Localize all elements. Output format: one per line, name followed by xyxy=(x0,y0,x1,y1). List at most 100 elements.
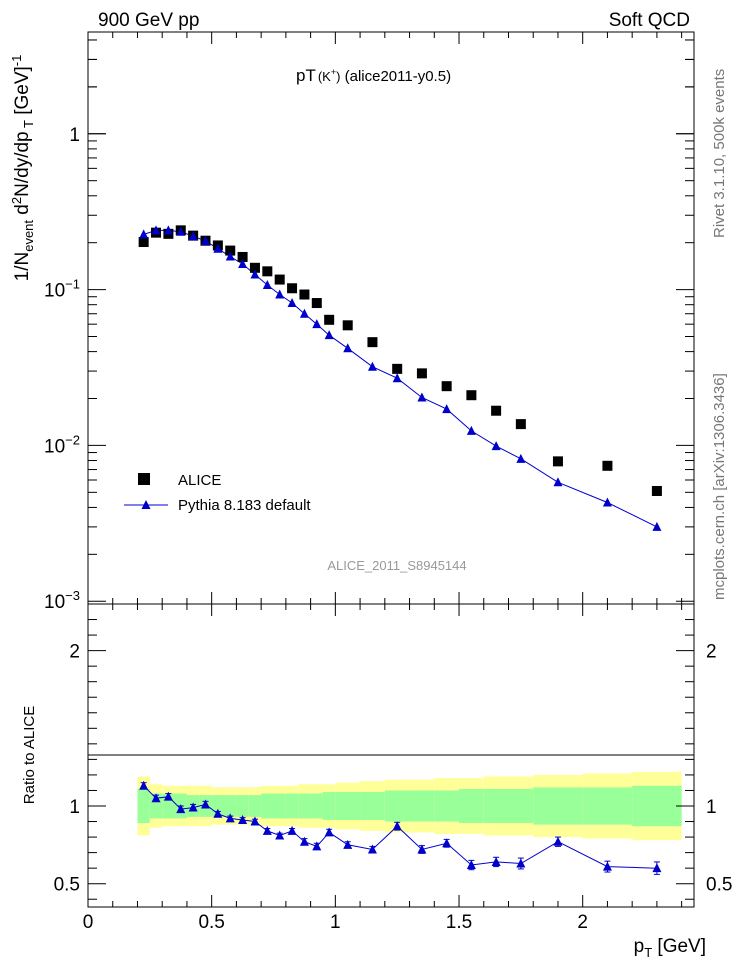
main-y-tick-label: 10−1 xyxy=(44,277,80,302)
alice-point xyxy=(515,419,526,430)
ratio-pythia-point xyxy=(466,860,476,870)
chart-title-tail: (alice2011-y0.5) xyxy=(340,68,451,85)
main-ticks xyxy=(87,32,694,907)
header-left: 900 GeV pp xyxy=(98,10,199,31)
ratio-y-tick-label-left: 0.5 xyxy=(54,875,80,896)
ratio-pythia-point xyxy=(262,825,272,835)
pythia-point xyxy=(176,226,186,236)
alice-point xyxy=(262,266,273,277)
ratio-band-inner xyxy=(248,795,262,817)
ratio-band-inner xyxy=(384,790,410,822)
ratio-tick-labels: 0.5 0.51 12 20 0.5 1 1.5 2 xyxy=(54,642,733,933)
pythia-point xyxy=(417,392,427,402)
pythia-point xyxy=(299,308,309,318)
pythia-point xyxy=(491,441,501,451)
pythia-point xyxy=(392,373,402,383)
ratio-pythia-point xyxy=(200,799,210,809)
alice-point xyxy=(237,251,248,262)
ratio-y-tick-label-right: 1 xyxy=(706,797,717,818)
ratio-pythia-point xyxy=(417,844,427,854)
alice-point xyxy=(249,262,260,273)
ratio-pythia-point xyxy=(287,825,297,835)
ratio-band-inner xyxy=(632,785,682,827)
ratio-ticks xyxy=(88,619,694,900)
pythia-point xyxy=(163,225,173,235)
alice-point xyxy=(324,314,335,325)
pythia-point xyxy=(343,343,353,353)
chart-title-sup-plus: + xyxy=(331,67,336,77)
pythia-point xyxy=(262,280,272,290)
pythia-point xyxy=(238,258,248,268)
pythia-point xyxy=(200,236,210,246)
pythia-point xyxy=(367,361,377,371)
pythia-point xyxy=(287,298,297,308)
x-tick-label: 2 xyxy=(577,912,588,933)
ratio-pythia-point xyxy=(238,814,248,824)
pythia-point xyxy=(553,477,563,487)
ratio-band-inner xyxy=(261,793,274,819)
ratio-pythia-point xyxy=(176,804,186,814)
ratio-pythia-point xyxy=(299,836,309,846)
pythia-point xyxy=(213,243,223,253)
ratio-band-inner xyxy=(483,788,509,824)
main-y-tick-label: 1 xyxy=(69,125,80,146)
pythia-point xyxy=(312,319,322,329)
alice-point xyxy=(392,363,403,374)
ratio-band-inner xyxy=(285,793,299,819)
alice-point xyxy=(138,237,149,248)
analysis-label: ALICE_2011_S8945144 xyxy=(327,558,466,573)
ratio-pythia-point xyxy=(151,793,161,803)
ratio-y-tick-label-left: 2 xyxy=(69,642,80,663)
alice-point xyxy=(274,274,285,285)
header-right: Soft QCD xyxy=(609,10,690,31)
chart-title: pT (K+) (alice2011-y0.5) xyxy=(296,66,451,85)
mcplots-side-label: mcplots.cern.ch [arXiv:1306.3436] xyxy=(711,373,728,600)
ratio-band-inner xyxy=(582,787,633,825)
legend-alice-label: ALICE xyxy=(178,472,221,489)
legend-pythia-label: Pythia 8.183 default xyxy=(178,497,311,514)
rivet-side-label: Rivet 3.1.10, 500k events xyxy=(711,69,728,238)
alice-point xyxy=(416,368,427,379)
ratio-band-inner xyxy=(533,787,583,825)
ratio-band-inner xyxy=(298,793,311,819)
main-panel: 1 10−1 10−2 10−3 pT (K+) (alice2011-y0.5) AL… xyxy=(9,31,695,907)
main-y-tick-label: 10−2 xyxy=(44,432,80,457)
ratio-band-inner xyxy=(508,788,534,824)
main-frame xyxy=(87,31,695,605)
chart-title-sup-close: ) xyxy=(336,69,340,84)
pythia-point xyxy=(652,521,662,531)
ratio-frame xyxy=(87,603,695,908)
pythia-point xyxy=(442,404,452,414)
legend-alice-marker xyxy=(138,473,150,485)
ratio-band-inner xyxy=(273,793,286,819)
main-y-tick-label: 10−3 xyxy=(44,588,80,613)
ratio-pythia-point xyxy=(367,844,377,854)
ratio-band-inner xyxy=(335,792,361,820)
ratio-pythia-point xyxy=(275,830,285,840)
ratio-band-inner xyxy=(409,790,435,822)
ratio-y-tick-label-left: 1 xyxy=(69,797,80,818)
ratio-pythia-point xyxy=(553,836,563,846)
ratio-pythia-point xyxy=(491,856,501,866)
ratio-pythia-point xyxy=(343,839,353,849)
ratio-band-inner xyxy=(322,792,336,820)
ratio-band-inner xyxy=(236,795,249,817)
alice-point xyxy=(367,337,378,348)
ratio-pythia-point xyxy=(139,780,149,790)
ratio-pythia-point xyxy=(602,861,612,871)
main-y-axis-label: 1/Nevent d2N/dy/dp T [GeV]-1 xyxy=(9,55,36,282)
ratio-pythia-point xyxy=(163,791,173,801)
pythia-point xyxy=(516,453,526,463)
alice-point xyxy=(602,460,613,471)
alice-point xyxy=(651,485,662,496)
ratio-y-axis-label: Ratio to ALICE xyxy=(21,706,38,804)
ratio-pythia-point xyxy=(652,863,662,873)
ratio-band-inner xyxy=(137,788,150,824)
ratio-band-inner xyxy=(459,788,484,824)
x-tick-label: 1.5 xyxy=(446,912,472,933)
ratio-bands xyxy=(137,771,682,841)
alice-point xyxy=(299,289,310,300)
ratio-y-tick-label-right: 2 xyxy=(706,642,717,663)
ratio-y-tick-label-right: 0.5 xyxy=(706,875,732,896)
